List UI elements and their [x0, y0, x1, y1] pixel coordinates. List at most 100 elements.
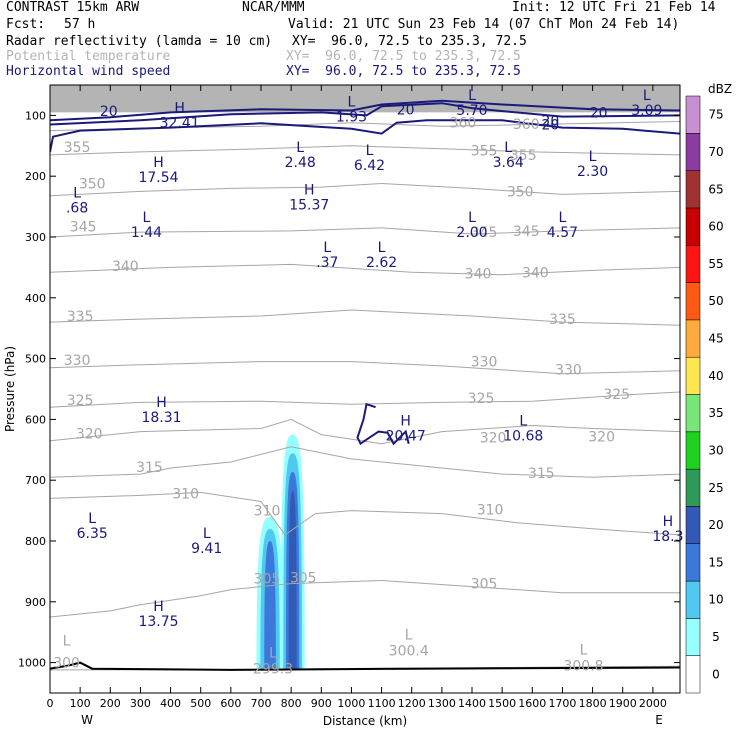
forecast-hours: 57 h: [64, 17, 96, 32]
wind-extremum-L: L: [366, 143, 374, 159]
x-tick-label: 1400: [458, 697, 486, 710]
wind-extremum-value: .68: [66, 200, 88, 216]
theta-label-340: 340: [112, 259, 139, 275]
colorbar-label: 70: [708, 145, 723, 159]
wind-extremum-value: 17.54: [138, 170, 178, 186]
theta-contour-355: [50, 145, 680, 156]
reflectivity-cell-0-level-3: [264, 541, 276, 669]
forecast-label: Fcst:: [6, 17, 46, 32]
wind-contour-1: [50, 99, 680, 122]
wind-extremum-value: 2.30: [577, 164, 608, 180]
theta-contour-320: [50, 418, 680, 445]
colorbar-swatch: [685, 170, 701, 209]
x-tick-label: 300: [130, 697, 151, 710]
wind-extremum-L: L: [73, 185, 81, 201]
theta-contour-305: [50, 579, 680, 618]
colorbar-swatch: [685, 282, 701, 321]
colorbar-swatch: [685, 245, 701, 283]
y-tick-label: 200: [25, 170, 46, 183]
wind-extremum-value: 6.42: [354, 158, 385, 174]
colorbar-label: 55: [708, 257, 723, 271]
model-title: CONTRAST 15km ARW: [6, 0, 140, 15]
theta-contour-350: [50, 182, 680, 197]
colorbar-label: 20: [708, 518, 723, 532]
theta-label-305: 305: [254, 572, 281, 588]
colorbar-label: 30: [708, 444, 723, 458]
x-tick-label: 100: [70, 697, 91, 710]
field-2-xy: XY= 96.0, 72.5 to 235.3, 72.5: [286, 49, 521, 64]
wind-extremum-value: 18.31: [141, 410, 181, 426]
wind-extremum-L: L: [468, 210, 476, 226]
theta-label-325: 325: [603, 387, 630, 403]
x-tick-label: 900: [311, 697, 332, 710]
colorbar-label: 25: [708, 481, 723, 495]
wind-extremum-value: 1.44: [131, 225, 162, 241]
x-tick-label: 1900: [609, 697, 637, 710]
x-tick-label: 1100: [368, 697, 396, 710]
init-time: Init: 12 UTC Fri 21 Feb 14: [512, 0, 716, 15]
theta-label-325: 325: [468, 391, 495, 407]
wind-extremum-L: L: [88, 511, 96, 527]
x-tick-label: 200: [100, 697, 121, 710]
y-tick-label: 100: [25, 109, 46, 122]
wind-extremum-H: H: [663, 514, 674, 530]
theta-label-340: 340: [522, 265, 549, 281]
theta-extremum-value: 300.8: [563, 659, 603, 675]
wind-extremum-L: L: [504, 140, 512, 156]
wind-extremum-value: 6.35: [77, 526, 108, 542]
y-tick-label: 900: [25, 596, 46, 609]
theta-label-315: 315: [528, 466, 555, 482]
theta-label-330: 330: [555, 363, 582, 379]
theta-label-330: 330: [471, 355, 498, 371]
theta-contour-340: [50, 263, 680, 276]
theta-label-315: 315: [136, 460, 163, 476]
colorbar-swatch: [685, 468, 701, 507]
wind-extremum-H: H: [153, 599, 164, 615]
x-tick-label: 700: [251, 697, 272, 710]
theta-label-335: 335: [549, 312, 576, 328]
ground: [50, 661, 680, 671]
colorbar-swatch: [685, 319, 701, 358]
wind-contour-0: [50, 102, 680, 126]
wind-extremum-L: L: [323, 240, 331, 256]
wind-extremum-value: 20.47: [386, 428, 426, 444]
colorbar: 0 5 10 15 20 25 30 35 40 45 50 55 60 65 70 75: [685, 95, 724, 694]
wind-extremum-value: 9.41: [191, 541, 222, 557]
theta-contour-310: [50, 491, 680, 536]
wind-extremum-H: H: [156, 395, 167, 411]
wind-extremum-L: L: [519, 413, 527, 429]
wind-extremum-value: 3.64: [493, 155, 524, 171]
wind-extremum-value: 2.00: [456, 225, 487, 241]
x-tick-label: 2000: [639, 697, 667, 710]
colorbar-label: 0: [712, 667, 720, 681]
wind-extremum-H: H: [400, 413, 411, 429]
theta-label-340: 340: [465, 266, 492, 282]
wind-extremum-H: H: [153, 155, 164, 171]
wind-contour-label: 20: [541, 118, 559, 134]
x-tick-label: 1500: [488, 697, 516, 710]
theta-label-360: 360: [450, 116, 477, 132]
colorbar-swatch: [685, 655, 701, 694]
theta-label-305: 305: [471, 577, 498, 593]
wind-extremum-value: 3.09: [631, 103, 662, 119]
field-3-xy: XY= 96.0, 72.5 to 235.3, 72.5: [286, 64, 521, 79]
colorbar-unit: dBZ: [708, 82, 732, 96]
wind-extremum-value: .37: [316, 255, 338, 271]
wind-extremum-L: L: [203, 526, 211, 542]
field-3-name: Horizontal wind speed: [6, 64, 171, 79]
theta-contour-330: [50, 361, 680, 375]
wind-extremum-value: 13.75: [138, 614, 178, 630]
x-tick-label: 1000: [337, 697, 365, 710]
y-tick-label: 600: [25, 413, 46, 426]
wind-extremum-L: L: [143, 210, 151, 226]
theta-extremum-L: L: [63, 633, 71, 649]
colorbar-label: 5: [712, 630, 720, 644]
wind-extremum-value: 4.57: [547, 225, 578, 241]
theta-label-330: 330: [64, 353, 91, 369]
theta-extremum-L: L: [405, 627, 413, 643]
colorbar-swatch: [685, 543, 701, 582]
x-tick-label: 0: [47, 697, 54, 710]
theta-contour-325: [50, 391, 680, 408]
theta-label-355: 355: [510, 148, 537, 164]
colorbar-label: 65: [708, 182, 723, 196]
